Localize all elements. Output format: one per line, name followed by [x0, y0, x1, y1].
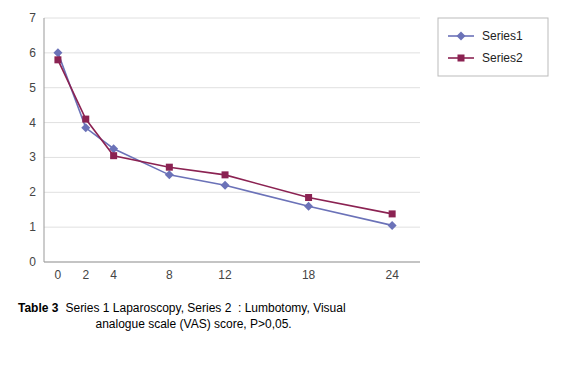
legend-box: [438, 18, 548, 76]
series-line: [58, 53, 392, 226]
legend: Series1 Series2: [438, 18, 548, 76]
marker: [82, 116, 89, 123]
grid-line: [44, 157, 420, 158]
tick-label: 3: [29, 150, 36, 164]
tick-label: 0: [55, 268, 62, 282]
chart: 012345670248121824Series1Series2Table 3 …: [0, 0, 573, 387]
tick-label: 0: [29, 255, 36, 269]
marker: [221, 181, 230, 190]
tick-label: 6: [29, 46, 36, 60]
tick-label: 2: [29, 185, 36, 199]
tick-label: 7: [29, 11, 36, 25]
marker: [166, 164, 173, 171]
tick-label: 8: [166, 268, 173, 282]
marker: [388, 221, 397, 230]
marker: [222, 171, 229, 178]
x-axis: [44, 262, 420, 263]
tick-label: 5: [29, 81, 36, 95]
legend-marker: [457, 32, 466, 41]
series-line: [58, 60, 392, 214]
y-axis: [44, 18, 45, 262]
marker: [305, 194, 312, 201]
tick-label: 1: [29, 220, 36, 234]
caption: Series 1 Laparoscopy, Series 2 : Lumboto…: [59, 301, 346, 331]
grid-line: [44, 192, 420, 193]
tick-label: 2: [82, 268, 89, 282]
caption-line: analogue scale (VAS) score, P>0,05.: [59, 317, 292, 331]
legend-label: Series2: [482, 51, 523, 65]
grid-line: [44, 87, 420, 88]
plot-area: [53, 48, 396, 230]
marker: [110, 152, 117, 159]
grid-line: [44, 122, 420, 123]
marker: [81, 123, 90, 132]
caption-line: Table 3: [18, 301, 59, 315]
marker: [54, 56, 61, 63]
caption: Table 3: [18, 301, 59, 315]
grid-line: [44, 18, 420, 19]
caption-line: Series 1 Laparoscopy, Series 2 : Lumboto…: [59, 301, 346, 315]
legend-label: Series1: [482, 29, 523, 43]
tick-label: 4: [110, 268, 117, 282]
grid-line: [44, 262, 420, 263]
tick-label: 24: [385, 268, 399, 282]
marker: [53, 48, 62, 57]
tick-label: 12: [218, 268, 232, 282]
marker: [304, 202, 313, 211]
grid-line: [44, 227, 420, 228]
marker: [389, 210, 396, 217]
tick-label: 18: [302, 268, 316, 282]
grid-line: [44, 52, 420, 53]
tick-label: 4: [29, 116, 36, 130]
legend-marker: [458, 55, 465, 62]
marker: [165, 170, 174, 179]
